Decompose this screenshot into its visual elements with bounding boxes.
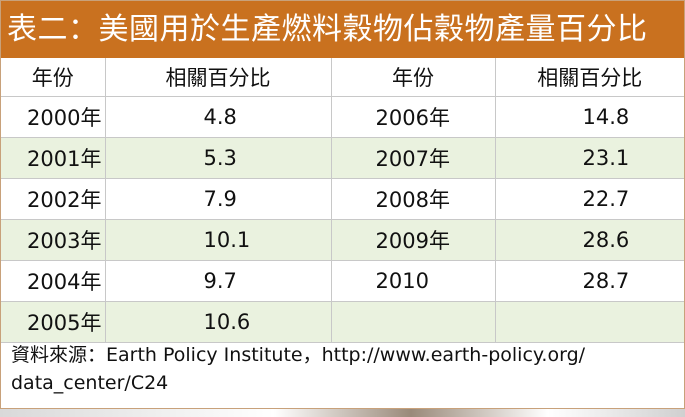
source-note: 資料來源：Earth Policy Institute，http://www.e… — [11, 341, 679, 397]
header-year-2: 年份 — [331, 58, 496, 97]
cell-percent: 23.1 — [495, 137, 684, 179]
cell-percent: 14.8 — [495, 96, 684, 138]
table-row: 2002年 7.9 2008年 22.7 — [1, 178, 684, 220]
cell-year: 2008年 — [331, 178, 496, 220]
cell-year: 2002年 — [1, 178, 106, 220]
header-year-1: 年份 — [1, 58, 106, 97]
table-row: 2005年 10.6 — [1, 301, 684, 343]
cell-percent: 4.8 — [105, 96, 332, 138]
cell-year: 2004年 — [1, 260, 106, 302]
table-title: 表二：美國用於生產燃料穀物佔穀物產量百分比 — [1, 1, 684, 58]
cell-percent: 9.7 — [105, 260, 332, 302]
cell-percent: 22.7 — [495, 178, 684, 220]
source-line-2: data_center/C24 — [11, 372, 169, 394]
cell-percent: 28.7 — [495, 260, 684, 302]
cell-year: 2001年 — [1, 137, 106, 179]
table-row: 2000年 4.8 2006年 14.8 — [1, 96, 684, 138]
cell-year: 2005年 — [1, 301, 106, 343]
source-line-1: 資料來源：Earth Policy Institute，http://www.e… — [11, 344, 586, 366]
cell-year: 2007年 — [331, 137, 496, 179]
cell-year: 2010 — [331, 260, 496, 302]
cell-year: 2003年 — [1, 219, 106, 261]
cell-year: 2006年 — [331, 96, 496, 138]
cell-percent: 10.1 — [105, 219, 332, 261]
cell-percent: 5.3 — [105, 137, 332, 179]
cell-percent: 10.6 — [105, 301, 332, 343]
table-row: 2001年 5.3 2007年 23.1 — [1, 137, 684, 179]
header-percent-1: 相關百分比 — [105, 58, 332, 97]
cell-year: 2000年 — [1, 96, 106, 138]
cell-percent: 7.9 — [105, 178, 332, 220]
cell-percent — [495, 301, 684, 343]
cell-year — [331, 301, 496, 343]
bottom-photo-strip — [0, 409, 685, 417]
data-table: 年份 相關百分比 年份 相關百分比 2000年 4.8 2006年 14.8 2… — [1, 58, 684, 343]
header-row: 年份 相關百分比 年份 相關百分比 — [1, 58, 684, 97]
header-percent-2: 相關百分比 — [495, 58, 684, 97]
cell-year: 2009年 — [331, 219, 496, 261]
cell-percent: 28.6 — [495, 219, 684, 261]
table-row: 2003年 10.1 2009年 28.6 — [1, 219, 684, 261]
table-row: 2004年 9.7 2010 28.7 — [1, 260, 684, 302]
